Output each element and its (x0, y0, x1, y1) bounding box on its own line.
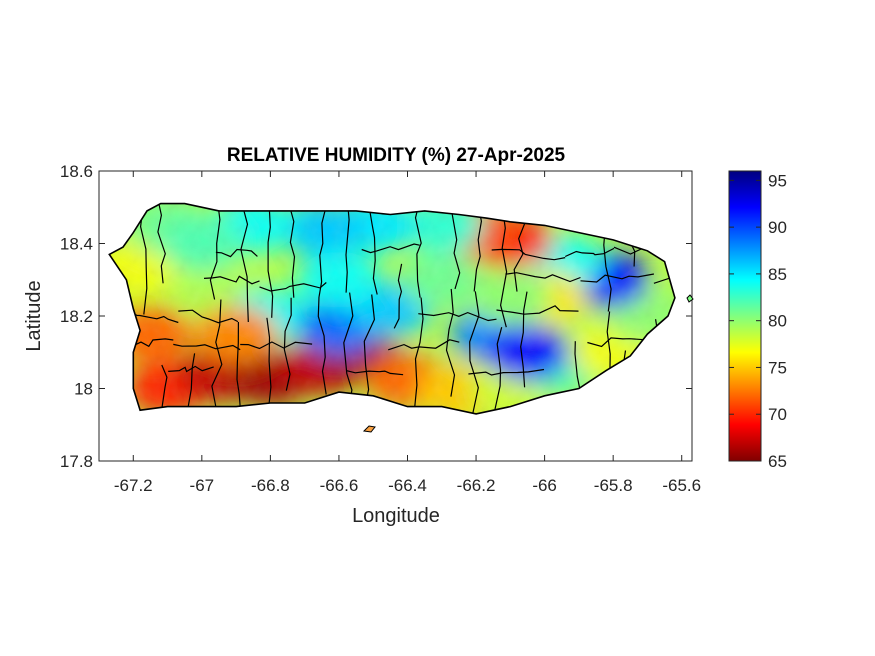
x-tick-label: -66.6 (320, 476, 359, 495)
municipal-boundary (491, 248, 566, 261)
y-tick-label: 18 (74, 380, 93, 399)
municipal-boundary (363, 294, 376, 408)
municipal-boundary (469, 291, 480, 414)
x-tick-label: -67 (190, 476, 215, 495)
municipal-boundary (580, 273, 655, 283)
x-tick-label: -65.8 (594, 476, 633, 495)
municipal-boundary (345, 203, 350, 293)
municipal-boundary (236, 321, 242, 413)
municipal-boundary (157, 203, 166, 284)
municipal-boundary (266, 317, 272, 414)
colorbar: 65 70 75 80 85 90 95 (728, 170, 787, 471)
municipal-boundary (499, 203, 508, 328)
x-tick-label: -66 (532, 476, 557, 495)
colorbar-tick-label: 90 (768, 218, 787, 237)
municipal-boundary (346, 370, 404, 376)
colorbar-tick-label: 80 (768, 312, 787, 331)
municipal-boundary (267, 203, 274, 318)
culebrita-coast-dot (686, 294, 694, 303)
humidity-field (109, 203, 675, 414)
municipal-boundary (203, 275, 260, 285)
municipal-boundary (215, 248, 258, 258)
municipal-boundary (211, 299, 223, 407)
municipal-boundary (388, 339, 460, 351)
x-tick-label: -67.2 (114, 476, 153, 495)
caja-de-muertos-island (362, 425, 376, 433)
island-coastline (108, 202, 676, 415)
municipal-boundary (283, 297, 292, 391)
municipal-boundary (445, 288, 456, 397)
municipal-boundary (259, 282, 327, 292)
colorbar-gradient (728, 170, 762, 462)
municipal-boundary (173, 343, 241, 351)
municipal-boundary (414, 297, 424, 407)
municipal-boundary (240, 203, 249, 323)
colorbar-tick-label: 85 (768, 265, 787, 284)
colorbar-tick-label: 75 (768, 358, 787, 377)
chart-title: RELATIVE HUMIDITY (%) 27-Apr-2025 (227, 145, 566, 166)
y-axis-label: Latitude (23, 280, 45, 351)
colorbar-ticks: 65 70 75 80 85 90 95 (729, 171, 787, 471)
colorbar-tick-label: 70 (768, 405, 787, 424)
municipal-boundary (393, 263, 403, 329)
colorbar-tick-label: 65 (768, 452, 787, 471)
y-axis-ticks: 17.8 18 18.2 18.4 18.6 (60, 162, 692, 471)
y-tick-label: 17.8 (60, 452, 93, 471)
x-axis-ticks: -67.2 -67 -66.8 -66.6 -66.4 -66.2 -66 -65.8 -65.… (114, 171, 701, 495)
municipal-boundary (240, 341, 313, 350)
municipal-boundary (139, 203, 148, 315)
municipal-boundary (186, 353, 196, 414)
municipal-boundary (318, 203, 329, 297)
y-tick-label: 18.2 (60, 307, 93, 326)
municipal-boundary (178, 309, 239, 324)
municipal-boundary (505, 272, 581, 283)
y-tick-label: 18.6 (60, 162, 93, 181)
municipal-boundary (317, 296, 327, 395)
municipal-boundary (496, 305, 579, 315)
x-tick-label: -66.8 (251, 476, 290, 495)
municipal-boundary (418, 311, 497, 322)
municipal-boundary (367, 203, 378, 295)
municipal-boundary (520, 291, 528, 388)
municipal-boundary (414, 203, 422, 298)
y-tick-label: 18.4 (60, 235, 93, 254)
municipal-boundary (168, 365, 214, 373)
municipal-boundary (126, 309, 179, 324)
municipal-boundary (564, 247, 615, 258)
x-tick-label: -66.2 (457, 476, 496, 495)
municipal-boundary (361, 243, 420, 254)
x-axis-label: Longitude (352, 505, 440, 527)
x-tick-label: -66.4 (388, 476, 427, 495)
municipal-boundary (161, 364, 168, 414)
municipal-boundary (468, 368, 545, 376)
colorbar-tick-label: 95 (768, 171, 787, 190)
x-tick-label: -65.6 (662, 476, 701, 495)
municipal-boundary (287, 203, 296, 298)
